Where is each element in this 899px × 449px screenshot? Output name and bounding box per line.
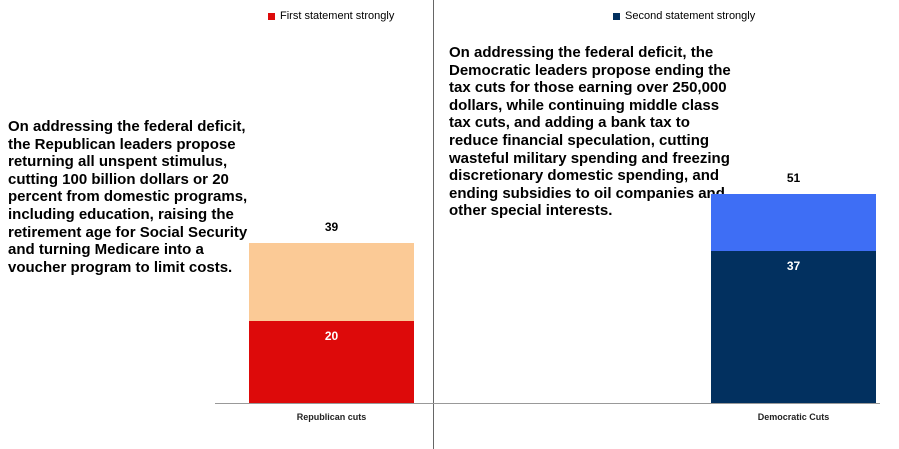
legend-label: Second statement strongly <box>625 10 756 22</box>
x-tick-label: Democratic Cuts <box>757 412 830 422</box>
value-label: 37 <box>786 259 801 274</box>
legend-swatch <box>613 12 620 20</box>
bar <box>249 321 414 403</box>
total-label: 39 <box>324 220 339 235</box>
annotation: On addressing the federal deficit, the R… <box>8 118 248 276</box>
divider <box>433 0 434 449</box>
total-label: 51 <box>786 170 801 185</box>
legend-item: First statement strongly <box>268 10 394 22</box>
bar <box>711 251 876 403</box>
annotation: On addressing the federal deficit, the D… <box>449 44 731 220</box>
x-tick-label: Republican cuts <box>296 412 367 422</box>
legend-item: Second statement strongly <box>613 10 755 22</box>
baseline <box>215 403 880 404</box>
value-label: 20 <box>324 329 339 343</box>
legend-swatch <box>268 12 275 20</box>
legend-label: First statement strongly <box>280 10 395 22</box>
